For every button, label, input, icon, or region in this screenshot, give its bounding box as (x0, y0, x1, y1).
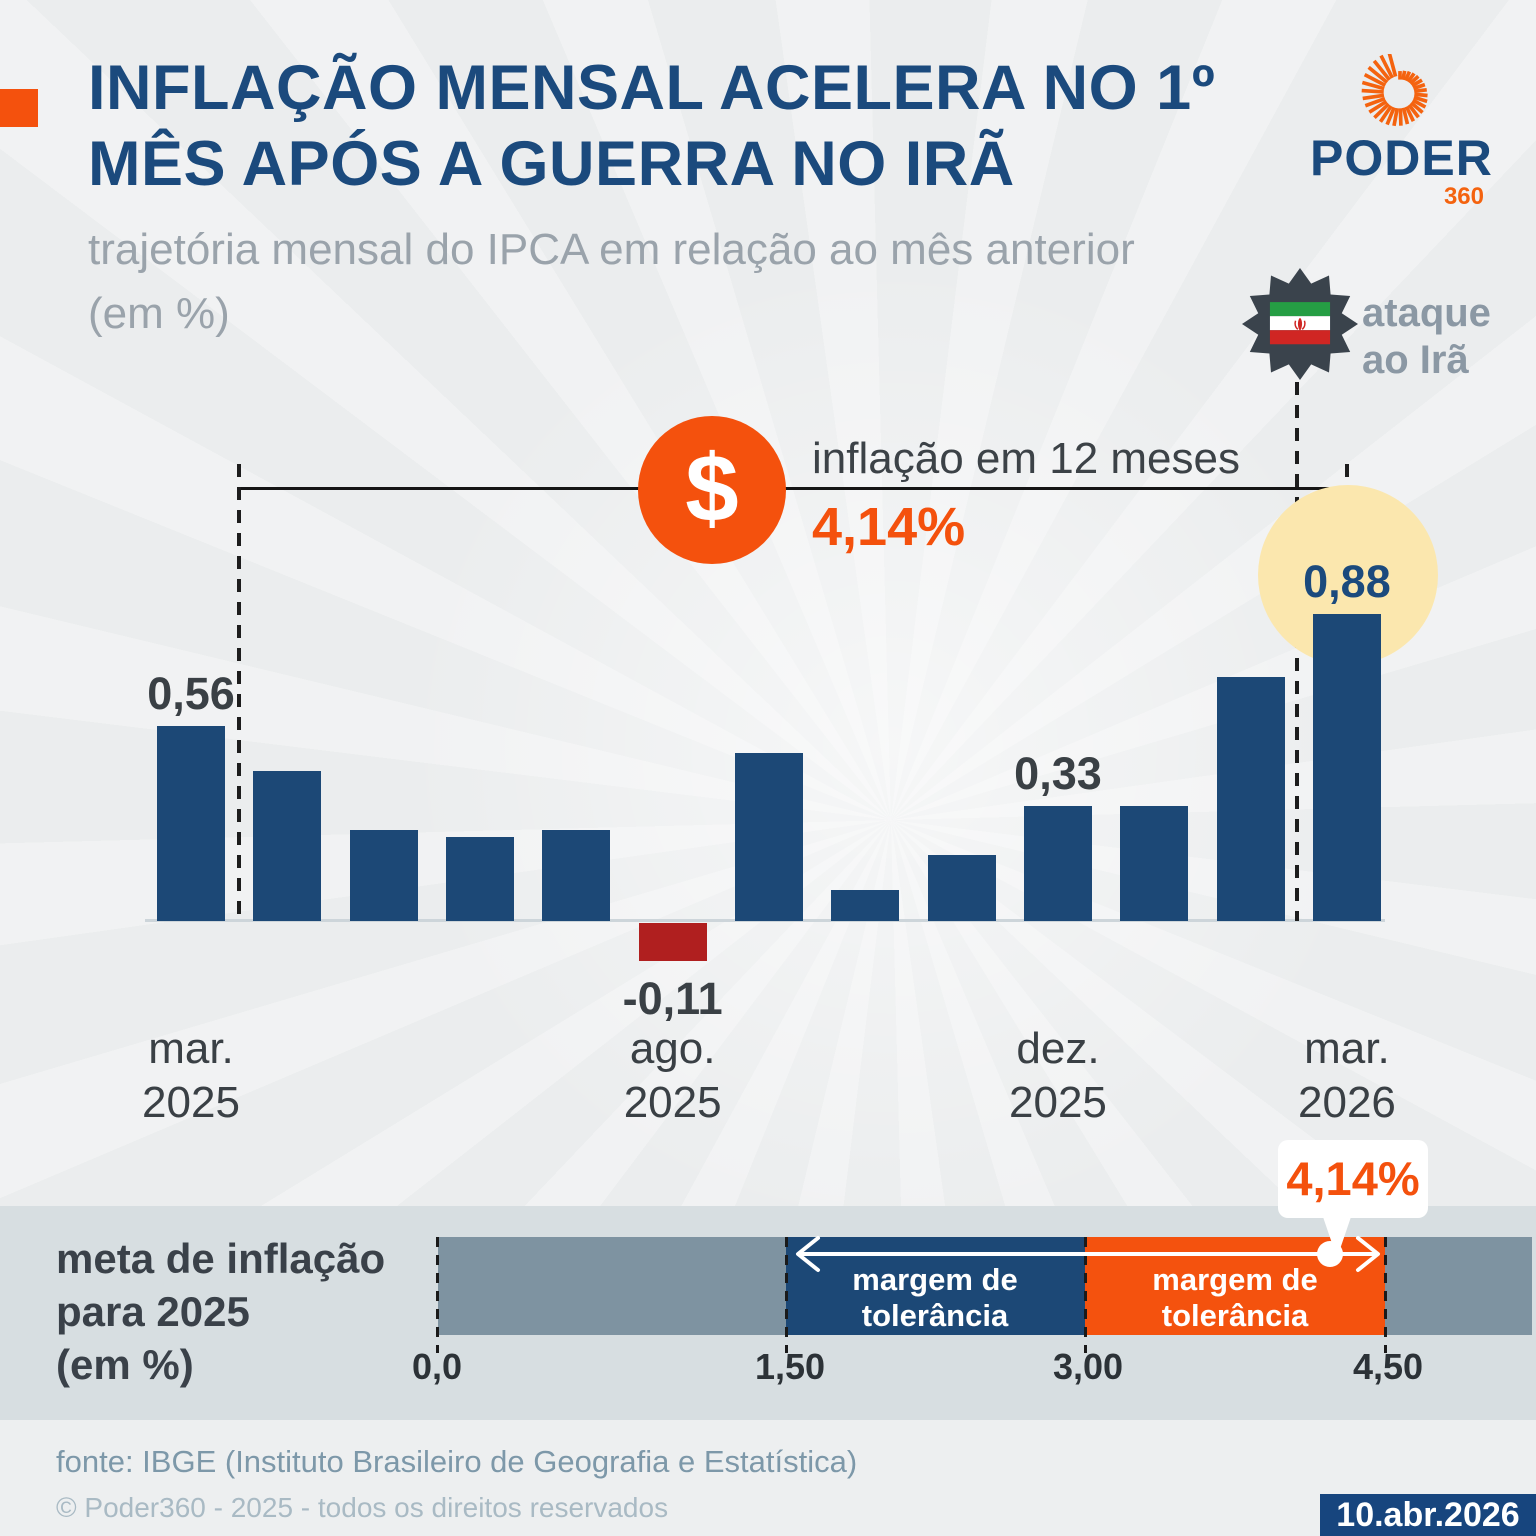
axis-label-mar.2026: mar. 2026 (1237, 1022, 1457, 1130)
target-heading-line-2: para 2025 (56, 1288, 250, 1335)
accent-square (0, 89, 38, 127)
title-line-2: MÊS APÓS A GUERRA NO IRÃ (88, 129, 1015, 199)
tick-3-00: 3,00 (1052, 1346, 1124, 1387)
inflation-callout: 4,14% (1278, 1140, 1428, 1218)
bar-abr--2025 (253, 770, 322, 921)
scale-tick-dash-0 (436, 1237, 439, 1353)
page-subtitle: trajetória mensal do IPCA em relação ao … (88, 218, 1288, 346)
copyright-text: © Poder360 - 2025 - todos os direitos re… (56, 1492, 669, 1523)
poder360-logo: PODER 360 (1310, 54, 1493, 210)
bar-ago--2025 (638, 923, 707, 962)
sunburst-icon (1361, 54, 1428, 127)
scale-tick-dash-1 (785, 1237, 788, 1353)
bar-nov--2025 (927, 854, 996, 921)
iran-attack-badge (1242, 268, 1358, 380)
bar-fev--2026 (1216, 676, 1285, 921)
logo-wordmark: PODER (1310, 130, 1493, 186)
bar-mar--2025 (157, 725, 225, 921)
tolerance-label-lower: margem de tolerância (835, 1262, 1035, 1334)
footer-background (0, 1420, 1536, 1536)
badge-label-line-2: ao Irã (1362, 338, 1469, 382)
callout-tail (1322, 1214, 1352, 1258)
dashed-line-iran-attack (1295, 382, 1299, 921)
bar-jul--2025 (542, 830, 611, 921)
year: 2025 (142, 1078, 240, 1127)
tick-0: 0,0 (411, 1346, 463, 1387)
subtitle-line-2: (em %) (88, 289, 230, 338)
dashed-line-mar2025 (237, 464, 241, 921)
month: mar. (148, 1024, 234, 1073)
tolerance-range-arrow (796, 1236, 1380, 1272)
tolerance-lower-line-1: margem de (852, 1262, 1018, 1297)
badge-label-line-1: ataque (1362, 291, 1491, 335)
twelve-month-value: 4,14% (812, 497, 966, 557)
date-badge: 10.abr.2026 (1320, 1494, 1536, 1536)
target-heading: meta de inflação para 2025 (em %) (56, 1232, 456, 1391)
value-label-0,56: 0,56 (147, 667, 235, 719)
scale-tick-dash-3 (1384, 1237, 1387, 1353)
bar-jun--2025 (445, 837, 514, 921)
bar-dez--2025 (1023, 805, 1092, 921)
tolerance-label-upper: margem de tolerância (1135, 1262, 1335, 1334)
bar-mai--2025 (349, 830, 418, 921)
dollar-icon: $ (638, 416, 786, 564)
tick-1-50: 1,50 (754, 1346, 826, 1387)
year: 2025 (623, 1078, 722, 1127)
iran-flag-icon (1269, 302, 1331, 345)
axis-label-ago.2025: ago. 2025 (563, 1022, 783, 1130)
axis-label-mar.2025: mar. 2025 (81, 1022, 301, 1130)
target-heading-line-1: meta de inflação (56, 1235, 386, 1282)
tick-4-50: 4,50 (1352, 1346, 1424, 1387)
scale-segment-3 (1385, 1237, 1532, 1335)
twelve-month-bracket-line (239, 487, 1347, 490)
logo-360: 360 (1443, 183, 1484, 210)
bar-jan--2026 (1120, 805, 1189, 921)
month: dez. (1016, 1024, 1100, 1073)
year: 2025 (1009, 1078, 1107, 1127)
value-label--0,11: -0,11 (622, 973, 723, 1025)
title-line-1: INFLAÇÃO MENSAL ACELERA NO 1º (88, 53, 1216, 123)
dollar-glyph: $ (685, 435, 739, 542)
subtitle-line-1: trajetória mensal do IPCA em relação ao … (88, 225, 1135, 274)
tolerance-upper-line-1: margem de (1152, 1262, 1318, 1297)
value-label-0,88: 0,88 (1303, 555, 1391, 607)
month: mar. (1304, 1024, 1390, 1073)
badge-label: ataque ao Irã (1362, 290, 1532, 384)
tolerance-lower-line-2: tolerância (861, 1298, 1009, 1333)
year: 2026 (1298, 1078, 1396, 1127)
tolerance-upper-line-2: tolerância (1161, 1298, 1309, 1333)
month: ago. (629, 1024, 716, 1073)
source-text: fonte: IBGE (Instituto Brasileiro de Geo… (56, 1444, 858, 1479)
bar-mar--2026 (1312, 613, 1381, 921)
page-title: INFLAÇÃO MENSAL ACELERA NO 1º MÊS APÓS A… (88, 50, 1328, 202)
scale-tick-dash-2 (1084, 1237, 1087, 1353)
bar-out--2025 (831, 889, 900, 921)
scale-segment-0 (438, 1237, 786, 1335)
target-heading-line-3: (em %) (56, 1341, 194, 1388)
axis-label-dez.2025: dez. 2025 (948, 1022, 1168, 1130)
twelve-month-label: inflação em 12 meses (812, 434, 1240, 483)
bar-set--2025 (734, 753, 803, 921)
value-label-0,33: 0,33 (1014, 747, 1102, 799)
